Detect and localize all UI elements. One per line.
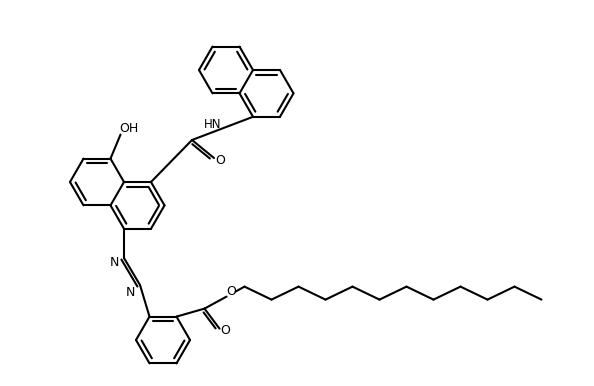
Text: N: N <box>125 286 135 300</box>
Text: O: O <box>226 285 236 298</box>
Text: HN: HN <box>204 118 221 131</box>
Text: O: O <box>215 154 225 166</box>
Text: O: O <box>220 324 230 337</box>
Text: N: N <box>109 257 119 269</box>
Text: OH: OH <box>119 122 138 135</box>
